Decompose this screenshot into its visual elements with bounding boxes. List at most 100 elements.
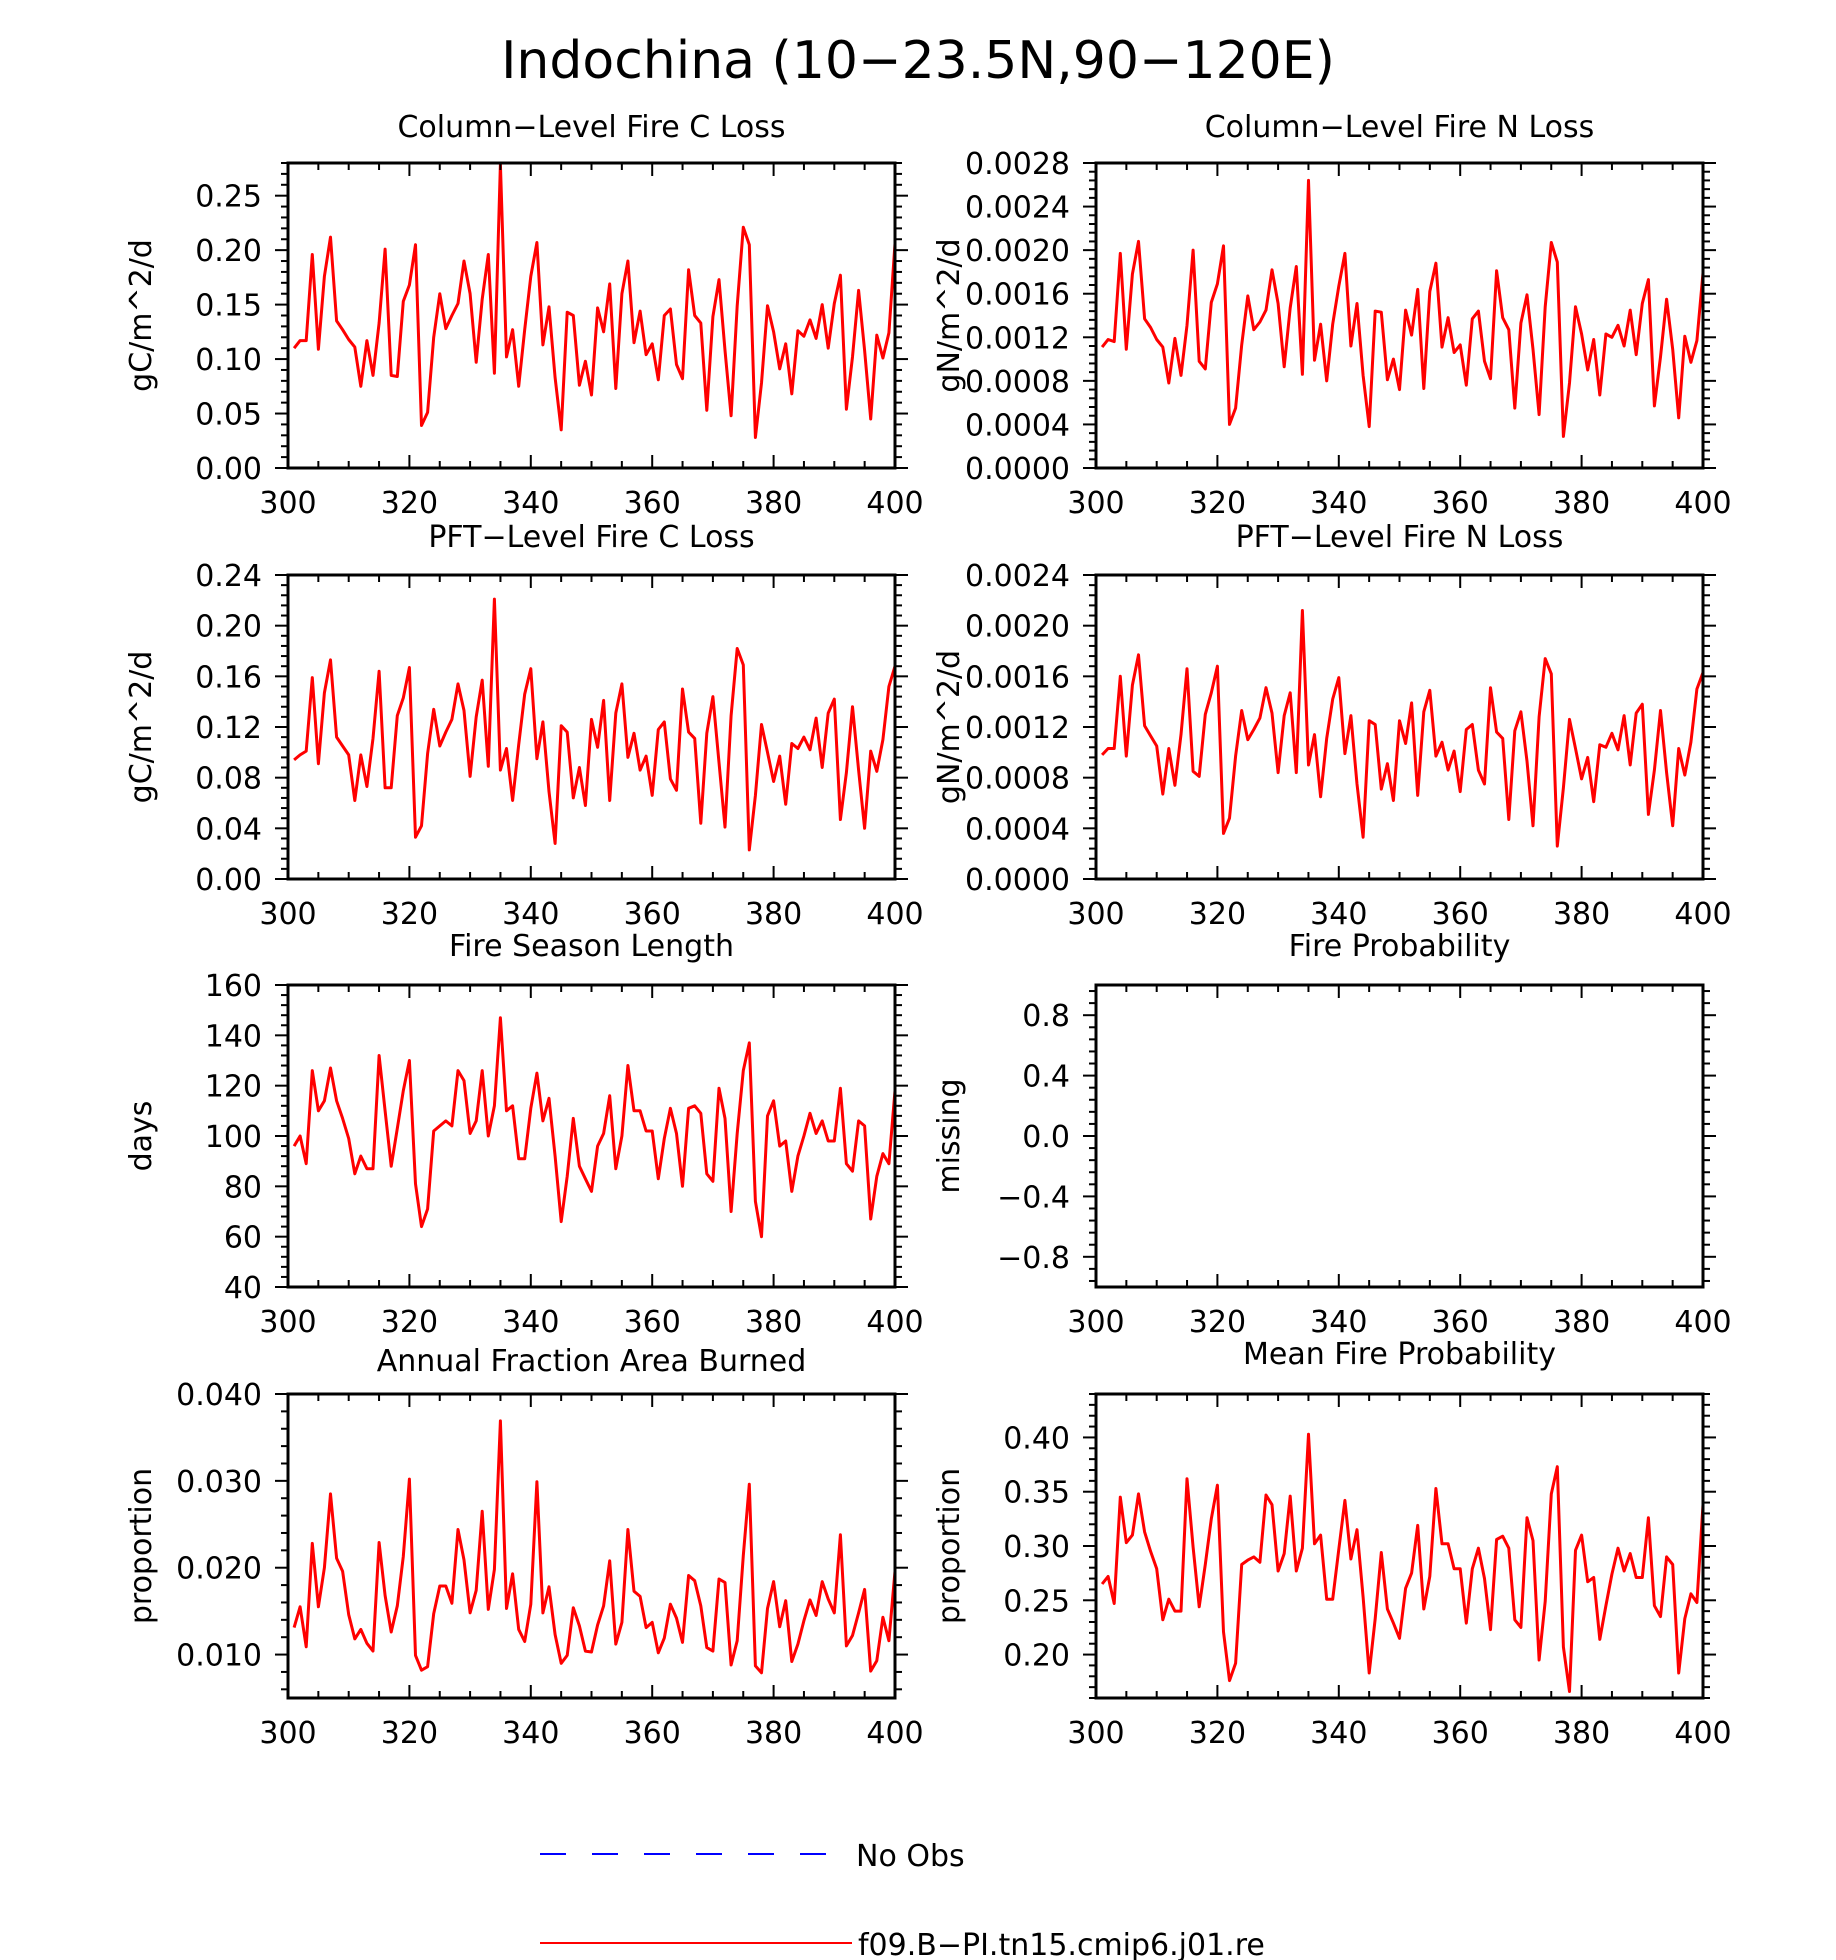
- x-tick-label: 380: [745, 1716, 802, 1751]
- y-tick-label: 0.0020: [965, 610, 1070, 645]
- panel-title: Column−Level Fire N Loss: [1205, 110, 1595, 145]
- y-tick-label: 0.16: [195, 660, 262, 695]
- x-tick-label: 340: [502, 1716, 559, 1751]
- y-tick-label: −0.4: [997, 1180, 1070, 1215]
- x-tick-label: 360: [1432, 1716, 1489, 1751]
- x-tick-label: 400: [1674, 1716, 1731, 1751]
- y-axis-label: proportion: [124, 1468, 159, 1624]
- panel-title: Fire Probability: [1289, 929, 1511, 964]
- y-tick-label: 0.0024: [965, 559, 1070, 594]
- x-tick-label: 360: [624, 486, 681, 521]
- y-tick-label: 0.040: [176, 1378, 262, 1413]
- y-tick-label: 0.0004: [965, 812, 1070, 847]
- legend-no-obs-label: No Obs: [856, 1839, 965, 1874]
- series-line: [292, 1419, 897, 1675]
- x-tick-label: 400: [866, 897, 923, 932]
- y-axis-label: days: [124, 1101, 159, 1172]
- y-tick-label: −0.8: [997, 1241, 1070, 1276]
- panel-5: Fire Season Length 300 320 340 360 380 400 40 60…: [124, 929, 924, 1340]
- x-tick-label: 320: [1189, 1305, 1246, 1340]
- y-tick-label: 0.030: [176, 1465, 262, 1500]
- y-tick-label: 100: [205, 1120, 262, 1155]
- x-tick-label: 340: [502, 1305, 559, 1340]
- panel-title: Column−Level Fire C Loss: [397, 110, 785, 145]
- x-tick-label: 380: [1553, 1305, 1610, 1340]
- y-tick-label: 0.20: [1003, 1639, 1070, 1674]
- legend-run-label: f09.B−PI.tn15.cmip6.j01.re: [858, 1928, 1265, 1960]
- x-tick-label: 340: [1310, 1305, 1367, 1340]
- y-tick-label: 0.0004: [965, 408, 1070, 443]
- x-tick-label: 320: [1189, 486, 1246, 521]
- x-tick-label: 300: [259, 1305, 316, 1340]
- y-tick-label: 0.08: [195, 762, 262, 797]
- x-tick-label: 340: [1310, 897, 1367, 932]
- x-tick-label: 300: [1067, 1716, 1124, 1751]
- x-tick-label: 360: [1432, 897, 1489, 932]
- panel-title: PFT−Level Fire C Loss: [428, 520, 754, 555]
- x-tick-label: 300: [1067, 486, 1124, 521]
- y-tick-label: 80: [224, 1170, 262, 1205]
- y-tick-label: 0.0012: [965, 321, 1070, 356]
- panel-title: Mean Fire Probability: [1243, 1337, 1556, 1372]
- y-tick-label: 0.0016: [965, 278, 1070, 313]
- x-tick-label: 300: [259, 1716, 316, 1751]
- series-line: [1100, 178, 1705, 438]
- y-axis-label: missing: [932, 1078, 967, 1193]
- y-tick-label: 0.010: [176, 1639, 262, 1674]
- panel-2: Column−Level Fire N Loss 300 320 340 360 380 4…: [932, 110, 1732, 521]
- series-line: [292, 162, 897, 439]
- x-tick-label: 300: [1067, 1305, 1124, 1340]
- y-tick-label: 0.0008: [965, 762, 1070, 797]
- y-tick-label: 0.04: [195, 812, 262, 847]
- y-tick-label: 0.0020: [965, 234, 1070, 269]
- x-tick-label: 400: [1674, 1305, 1731, 1340]
- series-line: [1101, 609, 1705, 848]
- panel-7: Annual Fraction Area Burned 300 320 340 360 3…: [124, 1344, 924, 1751]
- x-tick-label: 400: [866, 1305, 923, 1340]
- x-tick-label: 300: [259, 486, 316, 521]
- y-tick-label: 0.0000: [965, 452, 1070, 487]
- y-tick-label: 0.00: [195, 452, 262, 487]
- plot-frame: [1094, 983, 1705, 1289]
- x-tick-label: 400: [1674, 486, 1731, 521]
- x-tick-label: 380: [745, 486, 802, 521]
- y-tick-label: 0.35: [1003, 1476, 1070, 1511]
- figure-title: Indochina (10−23.5N,90−120E): [501, 31, 1335, 91]
- panel-title: Fire Season Length: [449, 929, 734, 964]
- x-tick-label: 320: [381, 897, 438, 932]
- x-tick-label: 360: [624, 1305, 681, 1340]
- y-tick-label: 0.00: [195, 863, 262, 898]
- y-axis-label: gN/m^2/d: [932, 650, 967, 804]
- y-tick-label: 0.8: [1022, 999, 1070, 1034]
- x-tick-label: 380: [745, 897, 802, 932]
- y-axis-label: gC/m^2/d: [124, 239, 159, 392]
- x-tick-label: 380: [1553, 897, 1610, 932]
- panel-3: PFT−Level Fire C Loss 300 320 340 360 380 400 0…: [124, 520, 924, 932]
- x-tick-label: 300: [259, 897, 316, 932]
- x-tick-label: 360: [1432, 486, 1489, 521]
- series-line: [1100, 1432, 1705, 1693]
- y-tick-label: 40: [224, 1271, 262, 1306]
- y-tick-label: 0.24: [195, 559, 262, 594]
- panel-title: PFT−Level Fire N Loss: [1236, 520, 1564, 555]
- y-tick-label: 0.0: [1022, 1120, 1070, 1155]
- y-tick-label: 0.20: [195, 610, 262, 645]
- x-tick-label: 340: [502, 897, 559, 932]
- x-tick-label: 360: [624, 897, 681, 932]
- x-tick-label: 340: [1310, 1716, 1367, 1751]
- y-tick-label: 0.25: [1003, 1584, 1070, 1619]
- y-tick-label: 0.30: [1003, 1530, 1070, 1565]
- y-tick-label: 0.0016: [965, 660, 1070, 695]
- x-tick-label: 400: [866, 1716, 923, 1751]
- y-tick-label: 0.0028: [965, 147, 1070, 182]
- y-tick-label: 120: [205, 1070, 262, 1105]
- panel-1: Column−Level Fire C Loss 300 320 340 360 380 4…: [124, 110, 924, 521]
- y-tick-label: 0.12: [195, 711, 262, 746]
- x-tick-label: 320: [1189, 897, 1246, 932]
- panel-4: PFT−Level Fire N Loss 300 320 340 360 380 400 0…: [932, 520, 1732, 932]
- y-tick-label: 0.05: [195, 398, 262, 433]
- plot-frame: [1094, 1392, 1705, 1700]
- y-tick-label: 0.10: [195, 343, 262, 378]
- legend: No Obs f09.B−PI.tn15.cmip6.j01.re: [540, 1839, 1265, 1960]
